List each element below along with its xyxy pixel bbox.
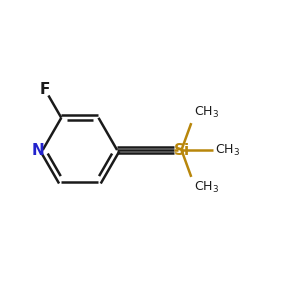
Text: CH$_3$: CH$_3$ [194, 180, 219, 195]
Text: Si: Si [173, 142, 190, 158]
Text: F: F [40, 82, 50, 97]
Text: CH$_3$: CH$_3$ [215, 142, 240, 158]
Text: N: N [31, 142, 44, 158]
Text: CH$_3$: CH$_3$ [194, 105, 219, 120]
